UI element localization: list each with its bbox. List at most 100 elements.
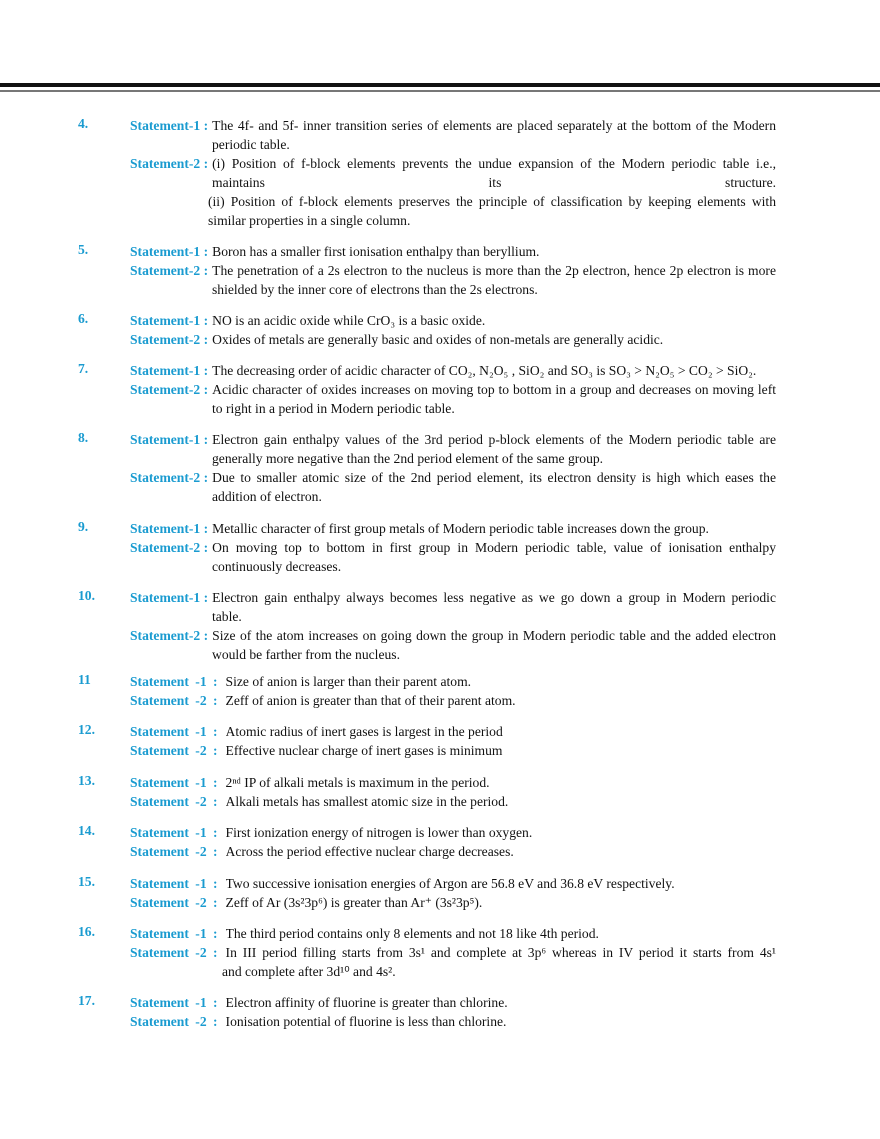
statement-2: Statement -2 : Zeff of Ar (3s²3p⁶) is gre… [130,893,776,912]
statement-text-continued: generally more negative than the 2nd per… [212,451,604,466]
question-number: 4. [78,116,89,131]
statement-1: Statement -1 : Size of anion is larger th… [130,672,776,691]
statement-text: Oxides of metals are generally basic and… [212,332,664,347]
statement-label: Statement -2 : [130,895,218,910]
statement-2: Statement-2 : Oxides of metals are genera… [130,330,776,349]
statement-label: Statement-1 : [130,118,209,133]
statement-text-continued: (ii) Position of f-block elements preser… [208,194,776,209]
statement-text: (i) Position of f-block elements prevent… [212,156,776,171]
question-number: 12. [78,722,95,737]
question-number: 7. [78,361,89,376]
question-number: 11 [78,672,91,687]
statement-label: Statement-2 : [130,263,209,278]
statement-text: The penetration of a 2s electron to the … [212,263,776,278]
statement-label: Statement -1 : [130,674,218,689]
statement-label: Statement-2 : [130,628,209,643]
question-number: 16. [78,924,95,939]
header-rule-thick [0,83,880,87]
statement-text: Across the period effective nuclear char… [225,844,514,859]
question-number: 13. [78,773,95,788]
statement-text: Due to smaller atomic size of the 2nd pe… [212,470,776,485]
statement-label: Statement -1 : [130,926,218,941]
statement-1: Statement -1 : Electron affinity of fluor… [130,993,776,1012]
question-number: 9. [78,519,89,534]
question-number: 5. [78,242,89,257]
statement-text: Boron has a smaller first ionisation ent… [212,244,540,259]
statement-1: Statement -1 : First ionization energy of… [130,823,776,842]
statement-1: Statement-1 : Boron has a smaller first i… [130,242,776,261]
statement-label: Statement -1 : [130,876,218,891]
statement-1: Statement -1 : The third period contains … [130,924,776,943]
statement-label: Statement-1 : [130,590,209,605]
statement-2: Statement -2 : Ionisation potential of fl… [130,1012,776,1031]
question-number: 8. [78,430,89,445]
statement-label: Statement -2 : [130,1014,218,1029]
statement-text: Zeff of Ar (3s²3p⁶) is greater than Ar⁺ … [225,895,483,910]
statement-text: Electron affinity of fluorine is greater… [225,995,508,1010]
statement-text: The decreasing order of acidic character… [212,363,757,378]
statement-label: Statement -2 : [130,794,218,809]
statement-text: Alkali metals has smallest atomic size i… [225,794,509,809]
statement-text: On moving top to bottom in first group i… [212,540,776,555]
statement-text-continued: shielded by the inner core of electrons … [212,282,538,297]
header-rule-thin [0,90,880,92]
statement-2: Statement -2 : Effective nuclear charge o… [130,741,776,760]
statement-text: Electron gain enthalpy values of the 3rd… [212,432,776,447]
statement-label: Statement-1 : [130,521,209,536]
statement-label: Statement-2 : [130,540,209,555]
statement-1: Statement -1 : Atomic radius of inert gas… [130,722,776,741]
statement-text: Acidic character of oxides increases on … [212,382,776,397]
statement-2: Statement -2 : Zeff of anion is greater t… [130,691,776,710]
statement-2: Statement-2 : (i) Position of f-block ele… [130,154,776,173]
statement-text-continued: would be farther from the nucleus. [212,647,400,662]
statement-text-continued: periodic table. [212,137,290,152]
statement-text-continued: continuously decreases. [212,559,342,574]
statement-text: First ionization energy of nitrogen is l… [225,825,533,840]
question-number: 6. [78,311,89,326]
statement-1: Statement-1 : Electron gain enthalpy alwa… [130,588,776,607]
question-number: 10. [78,588,95,603]
statement-text-continued: maintains its structure. [212,175,776,190]
statement-label: Statement -2 : [130,844,218,859]
statement-label: Statement-2 : [130,382,209,397]
statement-text: 2ⁿᵈ IP of alkali metals is maximum in th… [225,775,490,790]
statement-label: Statement-1 : [130,363,209,378]
statement-1: Statement -1 : 2ⁿᵈ IP of alkali metals is… [130,773,776,792]
question-number: 15. [78,874,95,889]
statement-1: Statement-1 : Metallic character of first… [130,519,776,538]
statement-label: Statement -1 : [130,995,218,1010]
statement-text-continued: similar properties in a single column. [208,213,411,228]
statement-text: NO is an acidic oxide while CrO₃ is a ba… [212,313,486,328]
statement-label: Statement-2 : [130,156,209,171]
statement-1: Statement-1 : The decreasing order of aci… [130,361,776,380]
statement-2: Statement -2 : Alkali metals has smallest… [130,792,776,811]
statement-2: Statement -2 : Across the period effectiv… [130,842,776,861]
statement-text: Electron gain enthalpy always becomes le… [212,590,776,605]
statement-label: Statement -1 : [130,825,218,840]
statement-text: The 4f- and 5f- inner transition series … [212,118,776,133]
statement-2: Statement-2 : Size of the atom increases … [130,626,776,645]
statement-text: Size of the atom increases on going down… [212,628,776,643]
statement-text-continued: addition of electron. [212,489,322,504]
statement-label: Statement-1 : [130,244,209,259]
statement-text: Zeff of anion is greater than that of th… [225,693,516,708]
statement-text: Metallic character of first group metals… [212,521,709,536]
statement-2: Statement-2 : Due to smaller atomic size … [130,468,776,487]
question-number: 14. [78,823,95,838]
statement-2: Statement -2 : In III period filling star… [130,943,776,962]
statement-label: Statement-1 : [130,313,209,328]
statement-label: Statement -2 : [130,945,218,960]
statement-text: Two successive ionisation energies of Ar… [225,876,675,891]
statement-1: Statement -1 : Two successive ionisation … [130,874,776,893]
statement-text: The third period contains only 8 element… [225,926,599,941]
statement-text: In III period filling starts from 3s¹ an… [225,945,776,960]
statement-text-continued: to right in a period in Modern periodic … [212,401,455,416]
statement-text-continued: and complete after 3d¹⁰ and 4s². [222,964,396,979]
statement-text: Atomic radius of inert gases is largest … [225,724,503,739]
statement-label: Statement-2 : [130,470,209,485]
statement-1: Statement-1 : NO is an acidic oxide while… [130,311,776,330]
statement-label: Statement-1 : [130,432,209,447]
statement-2: Statement-2 : Acidic character of oxides … [130,380,776,399]
statement-label: Statement-2 : [130,332,209,347]
